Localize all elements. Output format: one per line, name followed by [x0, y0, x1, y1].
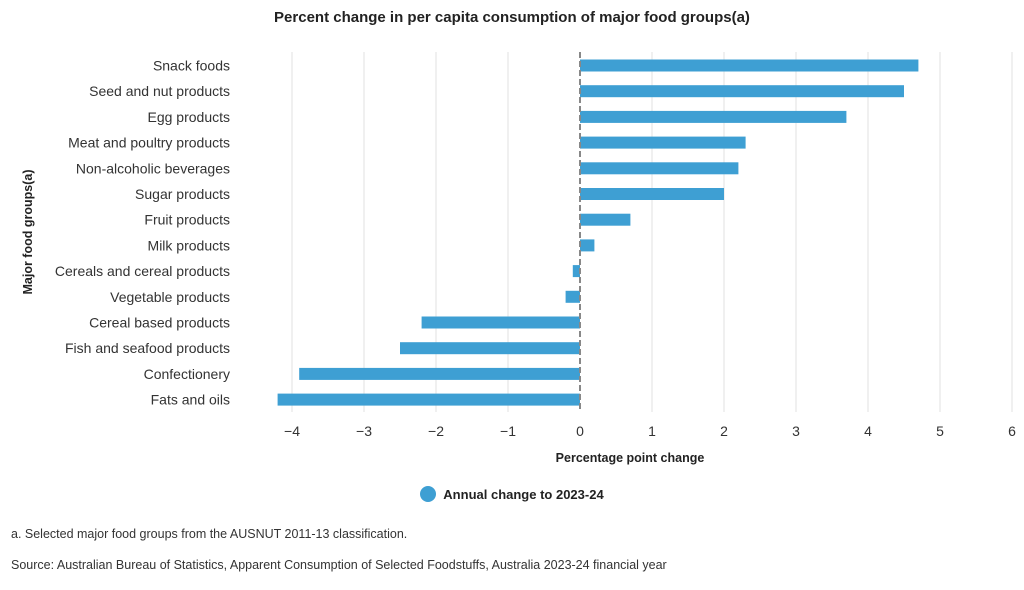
category-label: Confectionery	[144, 366, 230, 382]
bar	[580, 213, 631, 226]
bar	[580, 188, 724, 200]
bar-chart: −4 −3 −2 −1 0 1 2 3 4 5 6 Percentage point change Ma…	[21, 52, 1016, 465]
x-tick-label: 0	[576, 423, 584, 439]
legend-marker	[420, 486, 437, 502]
bar	[580, 239, 595, 252]
bar	[277, 393, 580, 406]
x-tick-label: −2	[428, 423, 444, 439]
category-label: Meat and poultry products	[68, 135, 230, 151]
chart-title: Percent change in per capita consumption…	[274, 9, 750, 26]
bar	[580, 59, 919, 72]
category-label: Fruit products	[144, 212, 230, 228]
x-tick-label: −4	[284, 423, 300, 439]
category-label: Fats and oils	[151, 392, 230, 408]
y-axis-title: Major food groups(a)	[21, 170, 35, 295]
bar	[572, 265, 580, 278]
bar	[400, 342, 580, 355]
category-label: Egg products	[148, 109, 231, 125]
x-tick-label: 6	[1008, 423, 1016, 439]
legend[interactable]: Annual change to 2023-24	[0, 486, 1024, 502]
category-label: Cereal based products	[89, 315, 230, 331]
category-label: Vegetable products	[110, 289, 230, 305]
legend-label: Annual change to 2023-24	[443, 486, 604, 502]
x-tick-label: −3	[356, 423, 372, 439]
category-label: Fish and seafood products	[65, 340, 230, 356]
bar	[299, 367, 580, 380]
category-label: Milk products	[148, 237, 230, 253]
bar	[421, 316, 580, 329]
bar	[580, 162, 739, 175]
x-tick-label: 5	[936, 423, 944, 439]
bar	[580, 110, 847, 123]
category-label: Cereals and cereal products	[55, 263, 230, 279]
x-tick-label: −1	[500, 423, 516, 439]
x-tick-label: 2	[720, 423, 728, 439]
category-label: Snack foods	[153, 58, 230, 74]
x-tick-label: 1	[648, 423, 656, 439]
footnote-source: Source: Australian Bureau of Statistics,…	[11, 558, 667, 572]
x-tick-label: 3	[792, 423, 800, 439]
bar	[565, 290, 580, 303]
footnote-classification: a. Selected major food groups from the A…	[11, 527, 408, 541]
bar	[580, 85, 904, 98]
category-label: Non-alcoholic beverages	[76, 160, 230, 176]
x-tick-label: 4	[864, 423, 872, 439]
x-axis-title: Percentage point change	[556, 451, 705, 465]
category-label: Seed and nut products	[89, 83, 230, 99]
category-label: Sugar products	[135, 186, 230, 202]
bar	[580, 136, 746, 149]
